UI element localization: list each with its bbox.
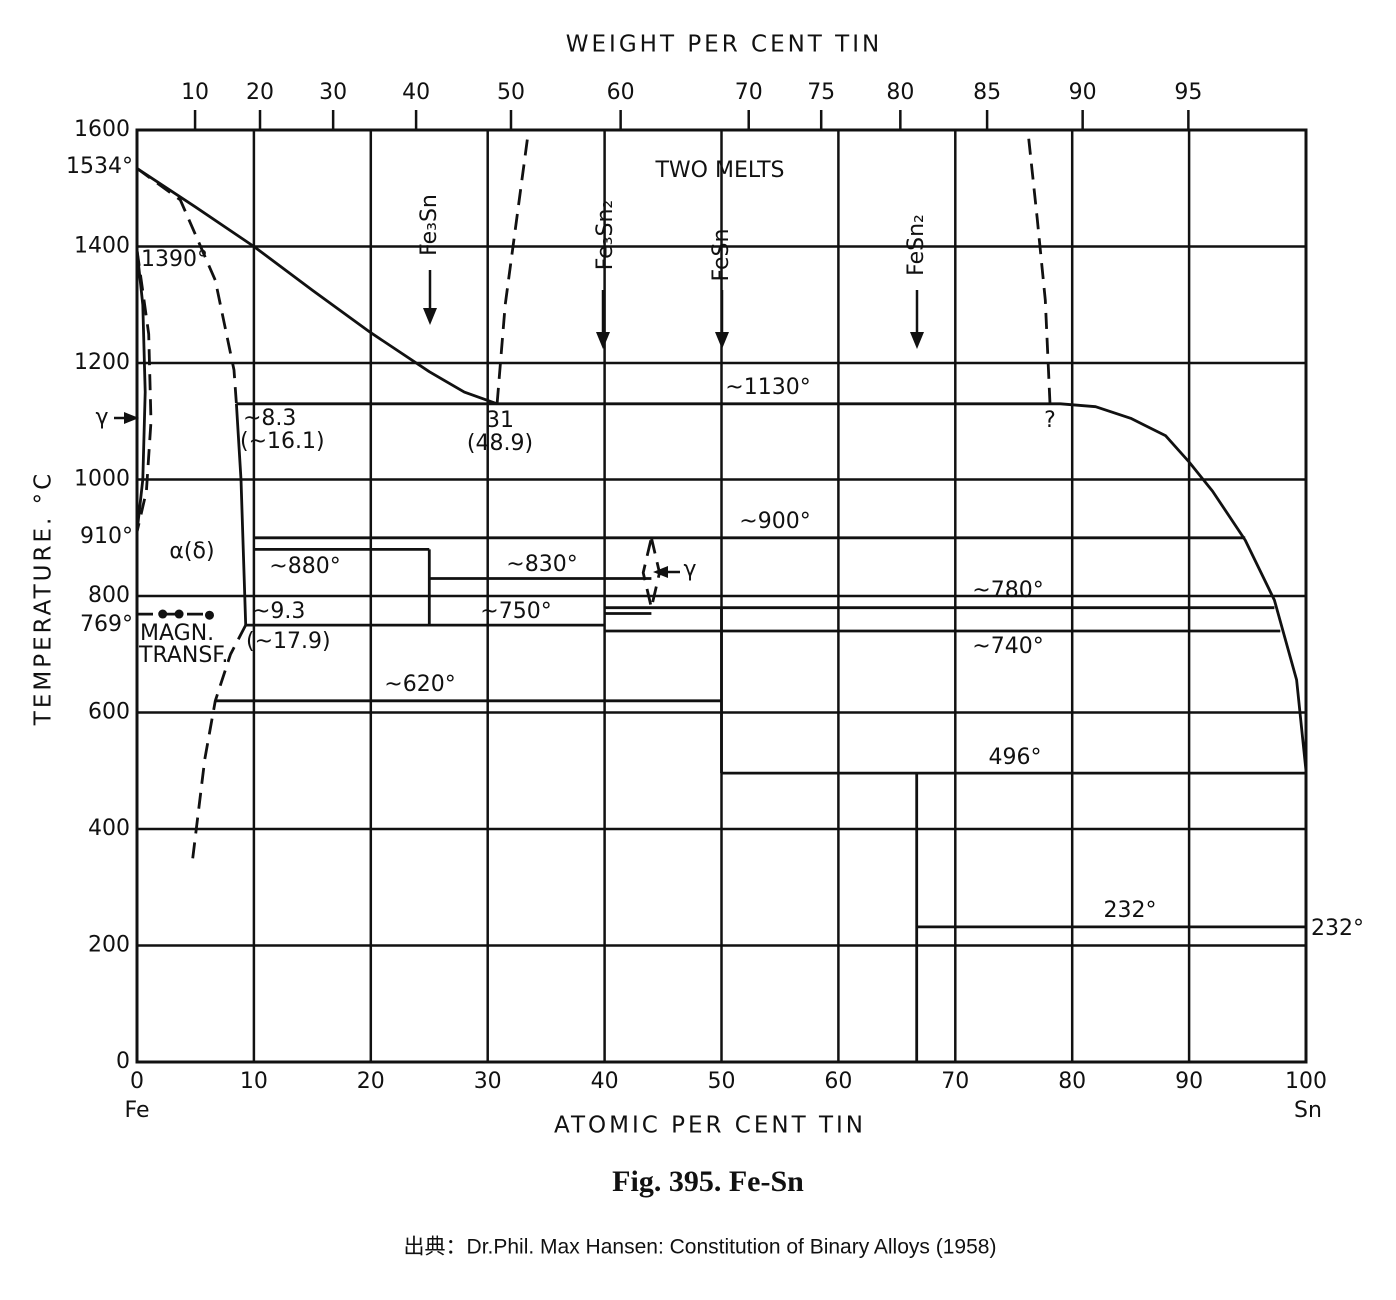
annotation: ~740° bbox=[972, 634, 1043, 659]
y-tick-label: 400 bbox=[88, 816, 130, 841]
annotation: α(δ) bbox=[169, 539, 214, 564]
phase-boundary bbox=[135, 249, 153, 533]
phase-boundary bbox=[235, 403, 248, 626]
annotation: TWO MELTS bbox=[654, 158, 784, 183]
x2-tick-label: 70 bbox=[735, 80, 763, 105]
x-tick-label: 100 bbox=[1285, 1069, 1327, 1094]
x2-tick-label: 60 bbox=[607, 80, 635, 105]
phase-boundary bbox=[136, 167, 498, 406]
x2-tick-label: 10 bbox=[181, 80, 209, 105]
annotation: ~830° bbox=[506, 552, 577, 577]
x2-axis-label: WEIGHT PER CENT TIN bbox=[566, 32, 882, 58]
phase-boundary bbox=[1026, 129, 1052, 404]
y-tick-label: 1200 bbox=[74, 350, 130, 375]
annotation: Fe bbox=[125, 1098, 150, 1123]
annotation: FeSn₂ bbox=[904, 214, 929, 276]
phase-boundary bbox=[495, 129, 530, 404]
x-tick-label: 90 bbox=[1175, 1069, 1203, 1094]
x2-tick-label: 95 bbox=[1174, 80, 1202, 105]
annotation: (~17.9) bbox=[246, 629, 331, 654]
x2-tick-label: 20 bbox=[246, 80, 274, 105]
y-tick-label: 0 bbox=[116, 1049, 130, 1074]
x-tick-label: 50 bbox=[708, 1069, 736, 1094]
annotation: ~750° bbox=[480, 599, 551, 624]
y-tick-label: 800 bbox=[88, 583, 130, 608]
source-note: 出典：Dr.Phil. Max Hansen: Constitution of … bbox=[404, 1236, 997, 1259]
annotation: ~900° bbox=[739, 509, 810, 534]
marker bbox=[158, 609, 168, 619]
annotation: FeSn bbox=[709, 229, 734, 282]
x2-tick-label: 90 bbox=[1069, 80, 1097, 105]
annotation: ~620° bbox=[384, 672, 455, 697]
x-tick-label: 30 bbox=[474, 1069, 502, 1094]
x2-tick-label: 50 bbox=[497, 80, 525, 105]
y-tick-label: 1400 bbox=[74, 234, 130, 259]
marker bbox=[174, 609, 184, 619]
annotation: ~9.3 bbox=[252, 599, 305, 624]
x2-tick-label: 80 bbox=[886, 80, 914, 105]
annotation: 1534° bbox=[66, 154, 133, 179]
annotation: TRANSF. bbox=[138, 643, 228, 668]
annotation: 769° bbox=[80, 612, 133, 637]
x2-tick-label: 85 bbox=[973, 80, 1001, 105]
annotation: 910° bbox=[80, 524, 133, 549]
annotation: MAGN. bbox=[140, 621, 214, 646]
annotation: ~8.3 bbox=[243, 406, 296, 431]
phase-boundary bbox=[136, 167, 238, 404]
marker bbox=[204, 610, 214, 620]
annotation: ? bbox=[1044, 408, 1056, 433]
phase-boundary bbox=[236, 402, 1308, 771]
annotation: γ bbox=[683, 557, 696, 582]
y-tick-label: 1000 bbox=[74, 467, 130, 492]
plot-frame bbox=[135, 128, 1308, 1064]
x-tick-label: 60 bbox=[824, 1069, 852, 1094]
y-tick-label: 600 bbox=[88, 700, 130, 725]
y-tick-label: 1600 bbox=[74, 117, 130, 142]
x-axis-label: ATOMIC PER CENT TIN bbox=[554, 1113, 866, 1139]
x-tick-label: 80 bbox=[1058, 1069, 1086, 1094]
annotation: 496° bbox=[989, 745, 1042, 770]
x2-tick-label: 30 bbox=[319, 80, 347, 105]
x-tick-label: 20 bbox=[357, 1069, 385, 1094]
annotation: Fe₃Sn bbox=[417, 194, 442, 256]
annotation: Fe₃Sn₂ bbox=[593, 200, 618, 271]
annotation: ~1130° bbox=[725, 375, 810, 400]
annotation: 232° bbox=[1104, 898, 1157, 923]
annotation: (~16.1) bbox=[240, 429, 325, 454]
annotation: ~880° bbox=[269, 554, 340, 579]
annotation: 1390° bbox=[141, 247, 208, 272]
x-tick-label: 0 bbox=[130, 1069, 144, 1094]
x2-tick-label: 40 bbox=[402, 80, 430, 105]
annotation: 31 bbox=[486, 408, 514, 433]
y-tick-label: 200 bbox=[88, 933, 130, 958]
x-tick-label: 70 bbox=[941, 1069, 969, 1094]
chart-title: Fig. 395. Fe-Sn bbox=[612, 1165, 804, 1198]
annotation: 232° bbox=[1311, 916, 1364, 941]
y-axis-label: TEMPERATURE. °C bbox=[31, 471, 57, 726]
annotation: Sn bbox=[1294, 1098, 1322, 1123]
annotation: ~780° bbox=[972, 578, 1043, 603]
annotation: γ bbox=[95, 405, 108, 430]
x-tick-label: 40 bbox=[591, 1069, 619, 1094]
x2-tick-label: 75 bbox=[807, 80, 835, 105]
annotation: (48.9) bbox=[467, 431, 533, 456]
x-tick-label: 10 bbox=[240, 1069, 268, 1094]
